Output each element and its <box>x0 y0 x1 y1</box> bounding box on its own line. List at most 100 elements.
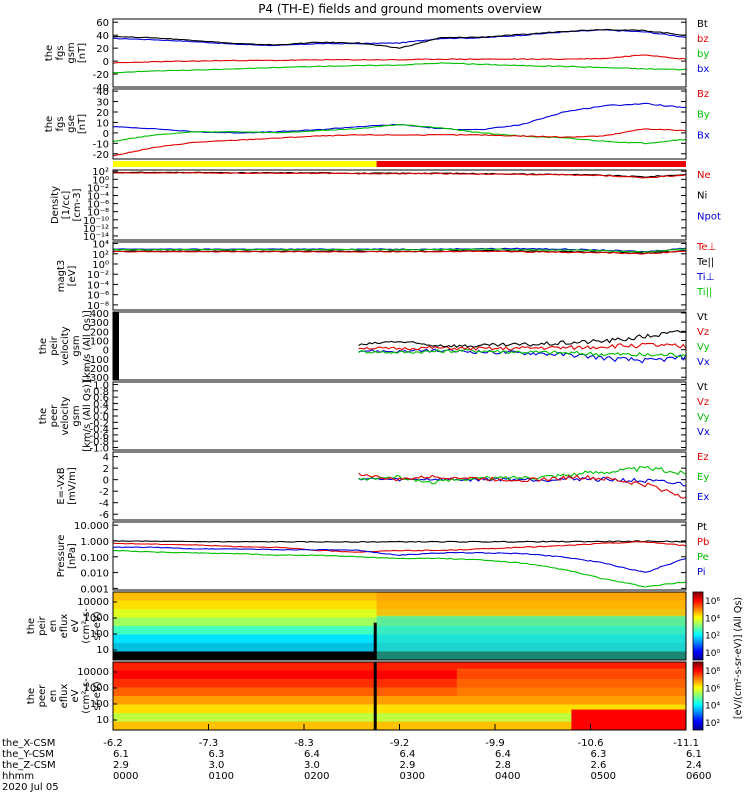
y-tick-label: 0.6 <box>93 393 109 404</box>
panel-6: 1.00.80.60.40.20.0-0.2-0.4-0.6-0.8-1.0 Vt… <box>38 380 710 454</box>
y-tick-label: 4 <box>103 453 109 464</box>
colorbar-tick-label: 10⁶ <box>705 597 720 607</box>
panel-label: (cm²-s- <box>81 608 92 644</box>
panel-label: Density <box>50 186 61 224</box>
spectrogram-band <box>113 679 686 688</box>
y-tick-label: 40 <box>96 87 109 98</box>
y-tick-label: -200 <box>86 364 109 375</box>
colorbar-tick-label: 10² <box>705 632 720 642</box>
x-row-label: 2020 Jul 05 <box>2 782 59 793</box>
y-tick-label: 10⁰ <box>92 260 109 271</box>
y-tick-label: 10² <box>92 250 109 261</box>
legend-entry: By <box>697 110 710 121</box>
spectrogram-band <box>113 662 686 671</box>
spectrogram-gap <box>373 622 377 660</box>
spectrogram-gap <box>373 662 377 730</box>
colorbar-tick-label: 10⁸ <box>705 667 720 677</box>
legend-entry: Vx <box>697 357 710 368</box>
legend-entry: Vy <box>697 342 710 353</box>
spectrogram-region <box>456 668 686 700</box>
y-tick-label: 2 <box>103 464 109 475</box>
figure-title: P4 (TH-E) fields and ground moments over… <box>258 2 542 16</box>
panel-label: [nPa] <box>67 543 78 569</box>
mode-bar-segment <box>113 161 377 167</box>
colorbar-tick-label: 10⁴ <box>705 614 720 624</box>
mode-bar <box>113 161 686 167</box>
y-tick-label: 20 <box>96 44 109 55</box>
spectrogram-band <box>113 704 686 714</box>
y-tick-label: 0 <box>103 129 109 140</box>
series-line-4 <box>358 330 686 349</box>
panel-label: (cm²-s- <box>81 678 92 714</box>
x-tick-label: 6.3 <box>209 749 225 760</box>
y-tick-label: 1.0 <box>93 381 109 392</box>
series-line-2 <box>112 124 687 145</box>
legend-entry: Te⊥ <box>696 242 716 253</box>
panel-label: sr-eV) <box>92 681 103 710</box>
panel-label: peir <box>49 335 60 355</box>
panel-label: fgs <box>55 45 66 60</box>
x-row-label: the_Y-CSM <box>2 749 54 760</box>
y-tick-label: 400 <box>90 309 109 320</box>
legend-entry: Ne <box>697 170 711 181</box>
series-line-3 <box>112 54 687 64</box>
y-tick-label: 10⁻⁶ <box>87 291 109 302</box>
series-line-4 <box>112 62 687 74</box>
y-tick-label: 100 <box>90 336 109 347</box>
panel-label: velocity <box>60 396 71 435</box>
x-tick-label: 6.1 <box>113 749 129 760</box>
series-line-1 <box>112 29 687 47</box>
x-tick-label: -9.2 <box>390 738 410 749</box>
y-tick-label: -40 <box>93 83 109 94</box>
y-tick-label: -300 <box>86 373 109 384</box>
panel-label: peer <box>49 404 60 428</box>
y-tick-label: -0.4 <box>89 425 109 436</box>
y-tick-label: 10000 <box>77 667 109 678</box>
panel-frame <box>112 88 687 160</box>
x-tick-label: -9.9 <box>485 738 505 749</box>
panel-label: sr-eV) <box>92 611 103 640</box>
panel-frame <box>112 591 687 661</box>
panel-label: eV <box>70 689 81 702</box>
x-tick-label: -8.3 <box>294 738 314 749</box>
y-tick-label: 10⁻² <box>87 183 109 194</box>
panel-frame <box>112 381 687 451</box>
panel-label: [km/s (All Qs)] <box>82 380 93 452</box>
x-row-label: hhmm <box>2 771 34 782</box>
legend-entry: Ni <box>697 191 707 202</box>
panel-9: 10⁶ 10⁴ 10² 10⁰ [eV/(cm²-s-sr-eV)] (All Qs) 1… <box>26 591 744 719</box>
legend-entry: Vy <box>697 412 710 423</box>
x-tick-label: 0300 <box>400 771 425 782</box>
panel-frame <box>112 169 687 241</box>
legend-entry: Npot <box>697 211 721 222</box>
x-tick-label: -7.3 <box>199 738 219 749</box>
y-tick-label: 100 <box>90 629 109 640</box>
colorbar-tick-label: 10⁰ <box>705 649 720 659</box>
series-line-1 <box>113 540 687 543</box>
legend-entry: Vt <box>697 312 708 323</box>
series-line-3 <box>358 342 687 351</box>
panel-label: magt3 <box>56 260 67 293</box>
x-tick-label: 0600 <box>686 771 711 782</box>
y-tick-label: 1000 <box>84 613 109 624</box>
y-tick-label: 10⁻⁴ <box>87 191 109 202</box>
y-tick-label: 10⁻⁸ <box>87 208 109 219</box>
legend-entry: bz <box>697 34 709 45</box>
spectrogram-region <box>376 592 686 616</box>
y-tick-label: 10² <box>92 167 109 178</box>
y-tick-label: 10 <box>96 118 109 129</box>
panel-8: 10.000 1.000 0.100 0.010 0.001 Pt Pb Pe Pi Pressu… <box>56 521 709 595</box>
panel-label: eflux <box>59 614 70 639</box>
legend-entry: Ti⊥ <box>696 272 714 283</box>
legend-entry: Te|| <box>696 257 714 268</box>
y-tick-label: -4 <box>99 499 109 510</box>
y-tick-label: -0.2 <box>89 418 109 429</box>
y-tick-label: 10000 <box>77 597 109 608</box>
y-tick-label: 10⁻¹² <box>83 224 109 235</box>
y-tick-label: 10⁻⁸ <box>87 301 109 312</box>
panel-label: the <box>26 688 37 704</box>
panel-label: en <box>48 620 59 633</box>
y-tick-label: 0.4 <box>93 399 109 410</box>
series-line-3 <box>358 472 687 499</box>
